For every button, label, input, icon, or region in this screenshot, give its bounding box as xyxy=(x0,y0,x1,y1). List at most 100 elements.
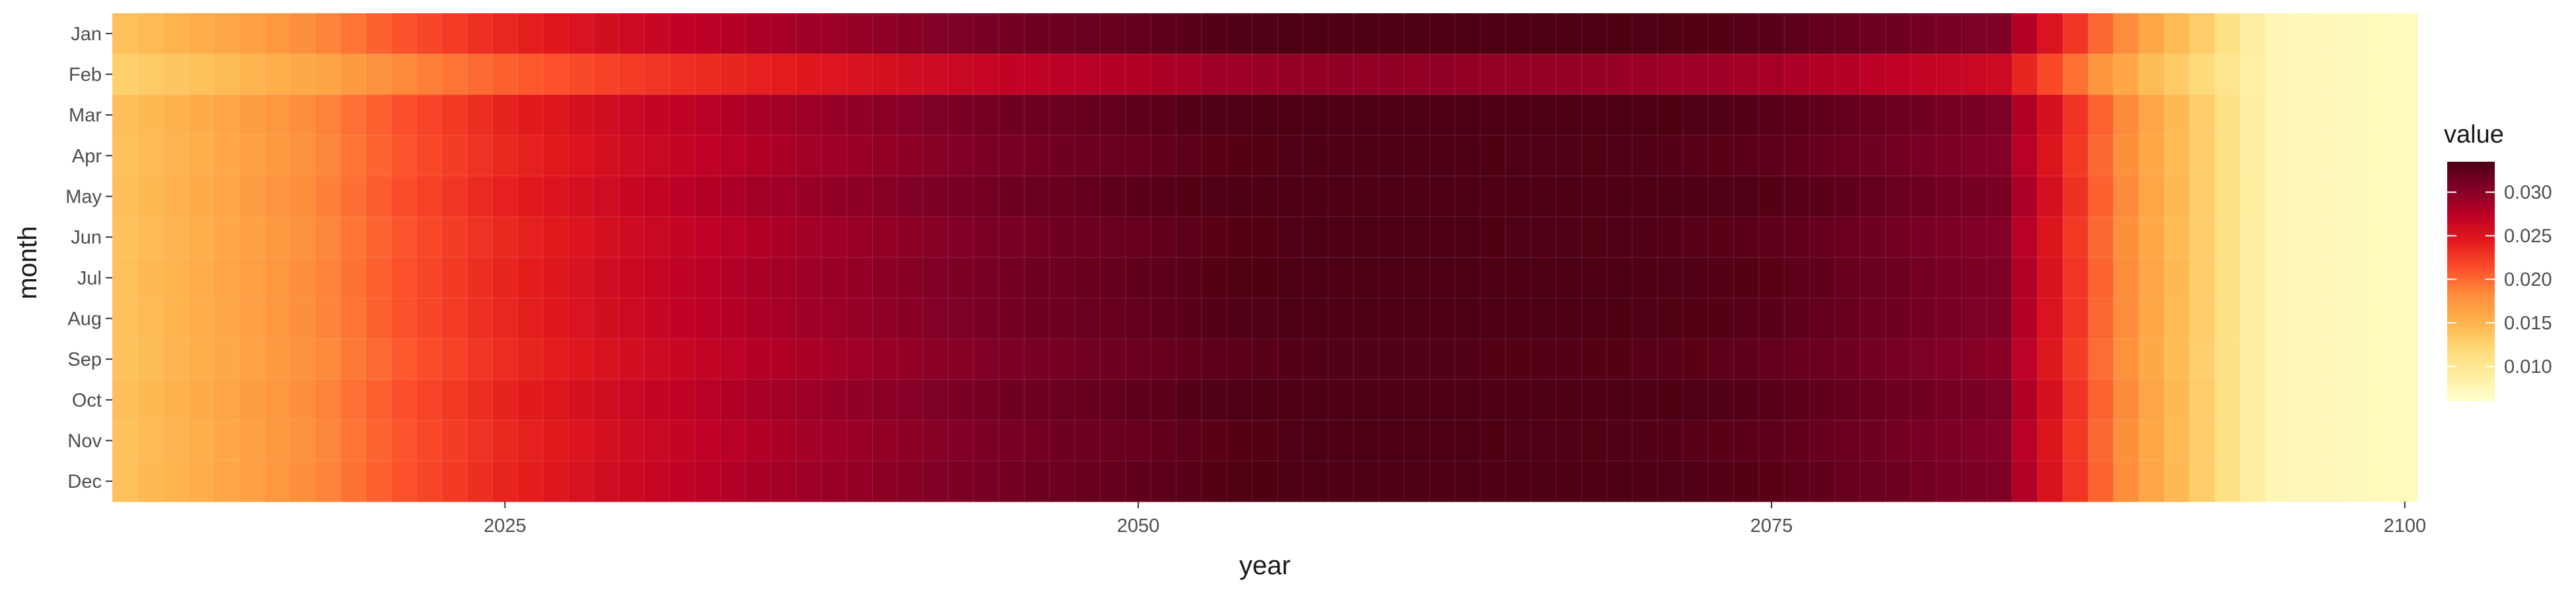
heatmap-cell xyxy=(264,420,291,462)
heatmap-cell xyxy=(998,135,1025,177)
heatmap-cell xyxy=(1201,257,1228,299)
heatmap-cell xyxy=(1150,460,1177,503)
heatmap-cell xyxy=(365,338,392,381)
heatmap-cell xyxy=(1606,216,1633,259)
heatmap-cell xyxy=(1353,338,1380,381)
heatmap-cell xyxy=(1024,257,1051,299)
heatmap-cell xyxy=(1150,379,1177,421)
heatmap-cell xyxy=(1074,216,1101,259)
heatmap-cell xyxy=(2138,420,2165,462)
heatmap-cell xyxy=(188,460,215,503)
legend-colorbar xyxy=(2447,162,2495,401)
heatmap-cell xyxy=(846,420,873,462)
heatmap-cell xyxy=(1606,13,1633,55)
heatmap-cell xyxy=(2290,379,2317,421)
heatmap-cell xyxy=(314,298,341,340)
heatmap-cell xyxy=(2316,53,2343,96)
heatmap-cell xyxy=(188,298,215,340)
heatmap-cell xyxy=(1480,420,1507,462)
heatmap-cell xyxy=(998,176,1025,218)
heatmap-cell xyxy=(1378,135,1406,177)
heatmap-cell xyxy=(770,53,797,96)
heatmap-cell xyxy=(213,13,240,55)
heatmap-cell xyxy=(2087,216,2114,259)
heatmap-cell xyxy=(491,257,519,299)
heatmap-cell xyxy=(2240,298,2266,340)
heatmap-cell xyxy=(2265,460,2292,503)
heatmap-cell xyxy=(1201,298,1228,340)
heatmap-cell xyxy=(1986,13,2013,55)
heatmap-cell xyxy=(2392,135,2419,177)
heatmap-cell xyxy=(1328,257,1355,299)
heatmap-cell xyxy=(2113,176,2140,218)
heatmap-cell xyxy=(1809,135,1836,177)
heatmap-cell xyxy=(1404,94,1431,137)
heatmap-cell xyxy=(2011,420,2038,462)
heatmap-cell xyxy=(441,298,468,340)
heatmap-cell xyxy=(1353,420,1380,462)
heatmap-cell xyxy=(2265,298,2292,340)
heatmap-cell xyxy=(1809,460,1836,503)
heatmap-cell xyxy=(567,135,594,177)
heatmap-cell xyxy=(415,379,443,421)
heatmap-cell xyxy=(1176,94,1203,137)
heatmap-cell xyxy=(1074,257,1101,299)
heatmap-cell xyxy=(567,94,594,137)
heatmap-cell xyxy=(1328,176,1355,218)
heatmap-cell xyxy=(2113,216,2140,259)
heatmap-cell xyxy=(2113,135,2140,177)
heatmap-cell xyxy=(264,135,291,177)
heatmap-cell xyxy=(2341,338,2368,381)
heatmap-cell xyxy=(770,420,797,462)
heatmap-cell xyxy=(517,420,544,462)
heatmap-cell xyxy=(1125,420,1152,462)
heatmap-cell xyxy=(340,257,367,299)
heatmap-cell xyxy=(694,94,721,137)
heatmap-cell xyxy=(1834,176,1861,218)
heatmap-cell xyxy=(1252,53,1279,96)
heatmap-cell xyxy=(441,216,468,259)
heatmap-cell xyxy=(998,298,1025,340)
heatmap-cell xyxy=(1303,460,1329,503)
heatmap-cell xyxy=(1657,94,1684,137)
heatmap-cell xyxy=(1378,94,1406,137)
heatmap-cell xyxy=(1226,135,1253,177)
heatmap-cell xyxy=(466,13,493,55)
heatmap-cell xyxy=(542,135,569,177)
heatmap-cell xyxy=(1657,460,1684,503)
heatmap-cell xyxy=(2290,13,2317,55)
heatmap-cell xyxy=(1986,379,2013,421)
heatmap-cell xyxy=(1100,13,1127,55)
heatmap-cell xyxy=(1809,216,1836,259)
heatmap-cell xyxy=(1707,338,1735,381)
heatmap-cell xyxy=(821,13,848,55)
heatmap-cell xyxy=(1328,460,1355,503)
heatmap-cell xyxy=(415,53,443,96)
heatmap-cell xyxy=(1226,460,1253,503)
heatmap-cell xyxy=(2163,53,2190,96)
heatmap-cell xyxy=(1454,176,1482,218)
heatmap-cell xyxy=(1429,53,1456,96)
heatmap-cell xyxy=(314,135,341,177)
heatmap-cell xyxy=(1809,257,1836,299)
heatmap-cell xyxy=(365,176,392,218)
heatmap-cell xyxy=(1910,13,1937,55)
heatmap-cell xyxy=(2265,338,2292,381)
heatmap-cell xyxy=(314,176,341,218)
heatmap-cell xyxy=(1961,94,1988,137)
heatmap-cell xyxy=(517,53,544,96)
heatmap-cell xyxy=(1885,216,1912,259)
heatmap-cell xyxy=(1581,257,1608,299)
heatmap-cell xyxy=(340,94,367,137)
heatmap-cell xyxy=(2240,338,2266,381)
heatmap-cell xyxy=(1682,257,1709,299)
heatmap-cell xyxy=(1277,338,1304,381)
heatmap-cell xyxy=(2011,176,2038,218)
heatmap-cell xyxy=(1961,13,1988,55)
heatmap-cell xyxy=(1252,216,1279,259)
heatmap-cell xyxy=(2087,13,2114,55)
heatmap-cell xyxy=(1024,135,1051,177)
heatmap-cell xyxy=(948,176,975,218)
heatmap-cell xyxy=(1935,135,1962,177)
